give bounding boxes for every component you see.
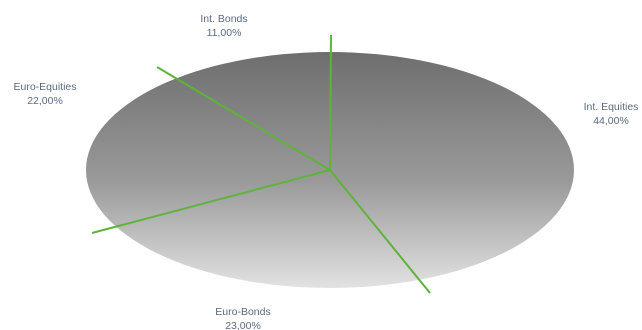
slice-name: Euro-Bonds — [215, 306, 270, 318]
label-int-bonds: Int. Bonds 11,00% — [200, 13, 247, 39]
slice-value: 23,00% — [225, 320, 261, 330]
slice-name: Euro-Equities — [13, 81, 76, 93]
slice-value: 44,00% — [593, 115, 629, 127]
label-euro-equities: Euro-Equities 22,00% — [13, 81, 76, 107]
label-euro-bonds: Euro-Bonds 23,00% — [215, 306, 270, 330]
slice-name: Int. Equities — [584, 101, 639, 113]
slice-value: 22,00% — [27, 95, 63, 107]
label-int-equities: Int. Equities 44,00% — [584, 101, 639, 127]
slice-divider-3 — [91, 169, 331, 234]
slice-divider-4 — [156, 66, 331, 171]
slice-divider-1 — [329, 34, 332, 171]
slice-divider-2 — [329, 169, 431, 294]
slice-name: Int. Bonds — [200, 13, 247, 25]
slice-value: 11,00% — [207, 27, 242, 39]
